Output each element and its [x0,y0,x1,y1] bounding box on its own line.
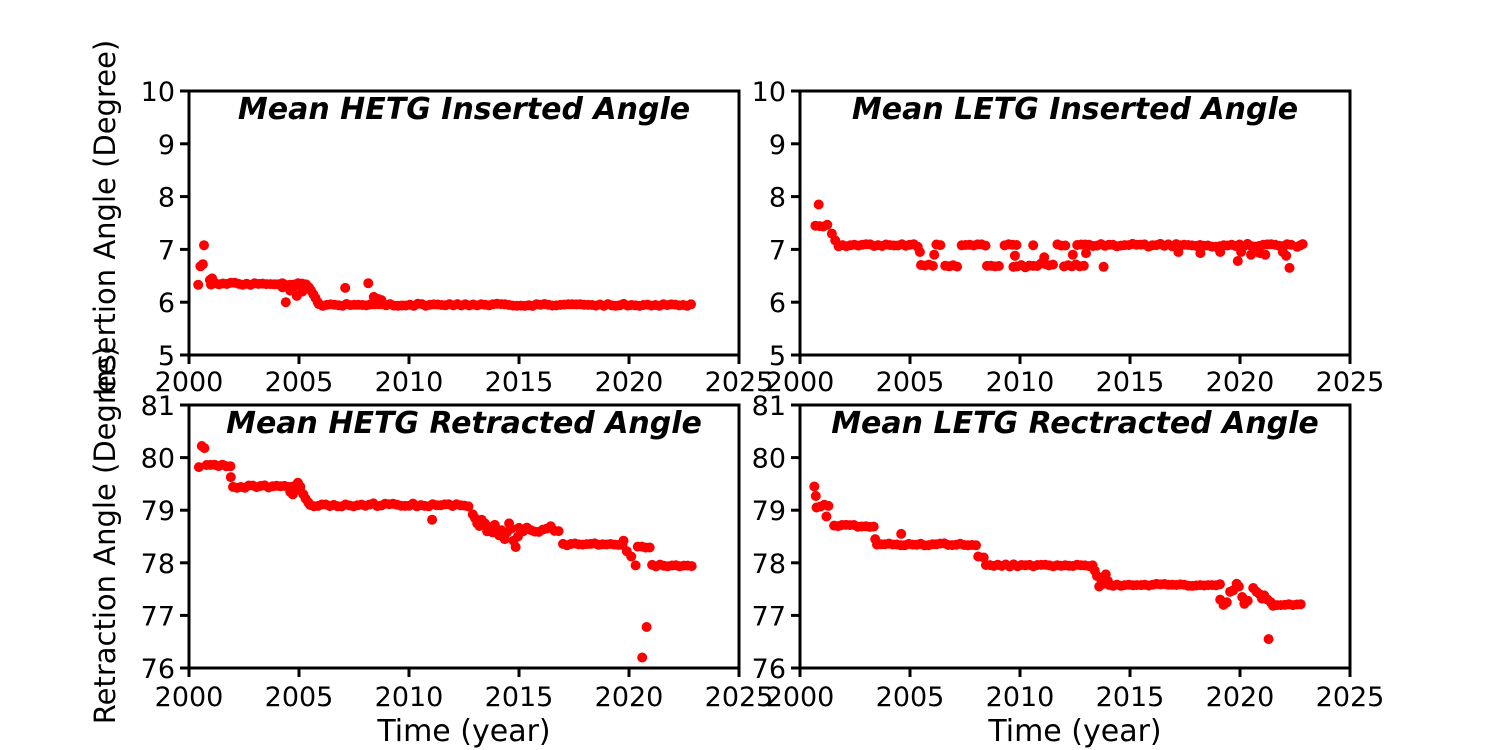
svg-text:2020: 2020 [1206,682,1275,713]
svg-text:9: 9 [158,130,175,161]
svg-text:76: 76 [752,654,786,685]
svg-text:78: 78 [752,549,786,580]
svg-text:77: 77 [752,601,786,632]
svg-text:2025: 2025 [1316,682,1385,713]
svg-text:79: 79 [141,496,175,527]
svg-text:7: 7 [769,235,786,266]
svg-text:78: 78 [141,549,175,580]
x-axis-label-left: Time (year) [377,714,551,749]
plot-title-hetg-retracted: Mean HETG Retracted Angle [226,406,702,441]
svg-text:2010: 2010 [986,367,1055,398]
svg-text:81: 81 [752,391,786,422]
svg-text:2025: 2025 [1316,367,1385,398]
svg-text:5: 5 [158,341,175,372]
svg-text:2010: 2010 [986,682,1055,713]
svg-text:10: 10 [141,77,175,108]
svg-text:81: 81 [141,391,175,422]
svg-text:10: 10 [752,77,786,108]
svg-text:2010: 2010 [375,682,444,713]
plot-title-letg-inserted: Mean LETG Inserted Angle [851,92,1299,127]
svg-text:2015: 2015 [1096,367,1165,398]
svg-text:2005: 2005 [265,682,334,713]
svg-text:2015: 2015 [485,367,554,398]
svg-text:2000: 2000 [155,682,224,713]
svg-text:77: 77 [141,601,175,632]
svg-text:2020: 2020 [595,367,664,398]
svg-text:79: 79 [752,496,786,527]
x-axis-label-right: Time (year) [988,714,1162,749]
svg-text:2005: 2005 [265,367,334,398]
y-axis-label-retraction: Retraction Angle (Degree) [88,345,122,725]
svg-text:6: 6 [158,288,175,319]
svg-text:9: 9 [769,130,786,161]
svg-text:6: 6 [769,288,786,319]
subplot-letg-inserted: 2000 2005 2010 2015 2020 2025 5 6 7 8 9 10 [752,77,1385,398]
svg-text:80: 80 [752,444,786,475]
svg-text:2000: 2000 [766,367,835,398]
svg-text:8: 8 [158,183,175,214]
subplot-hetg-inserted: 2000 2005 2010 2015 2020 2025 5 6 7 8 9 10 [141,77,774,398]
svg-text:2020: 2020 [595,682,664,713]
svg-text:5: 5 [769,341,786,372]
svg-text:2015: 2015 [485,682,554,713]
svg-text:2025: 2025 [705,367,774,398]
plot-title-letg-retracted: Mean LETG Rectracted Angle [831,406,1319,441]
svg-text:2015: 2015 [1096,682,1165,713]
svg-text:2020: 2020 [1206,367,1275,398]
svg-text:7: 7 [158,235,175,266]
svg-text:2000: 2000 [155,367,224,398]
svg-text:2000: 2000 [766,682,835,713]
svg-text:76: 76 [141,654,175,685]
subplot-letg-retracted: 2000 2005 2010 2015 2020 2025 76 77 78 79 80 81 [752,391,1385,713]
svg-text:2010: 2010 [375,367,444,398]
svg-text:80: 80 [141,444,175,475]
svg-text:2005: 2005 [876,682,945,713]
svg-text:2005: 2005 [876,367,945,398]
plot-title-hetg-inserted: Mean HETG Inserted Angle [237,92,691,127]
svg-text:2025: 2025 [705,682,774,713]
svg-text:8: 8 [769,183,786,214]
subplot-hetg-retracted: 2000 2005 2010 2015 2020 2025 76 77 78 79 80 81 [141,391,774,713]
